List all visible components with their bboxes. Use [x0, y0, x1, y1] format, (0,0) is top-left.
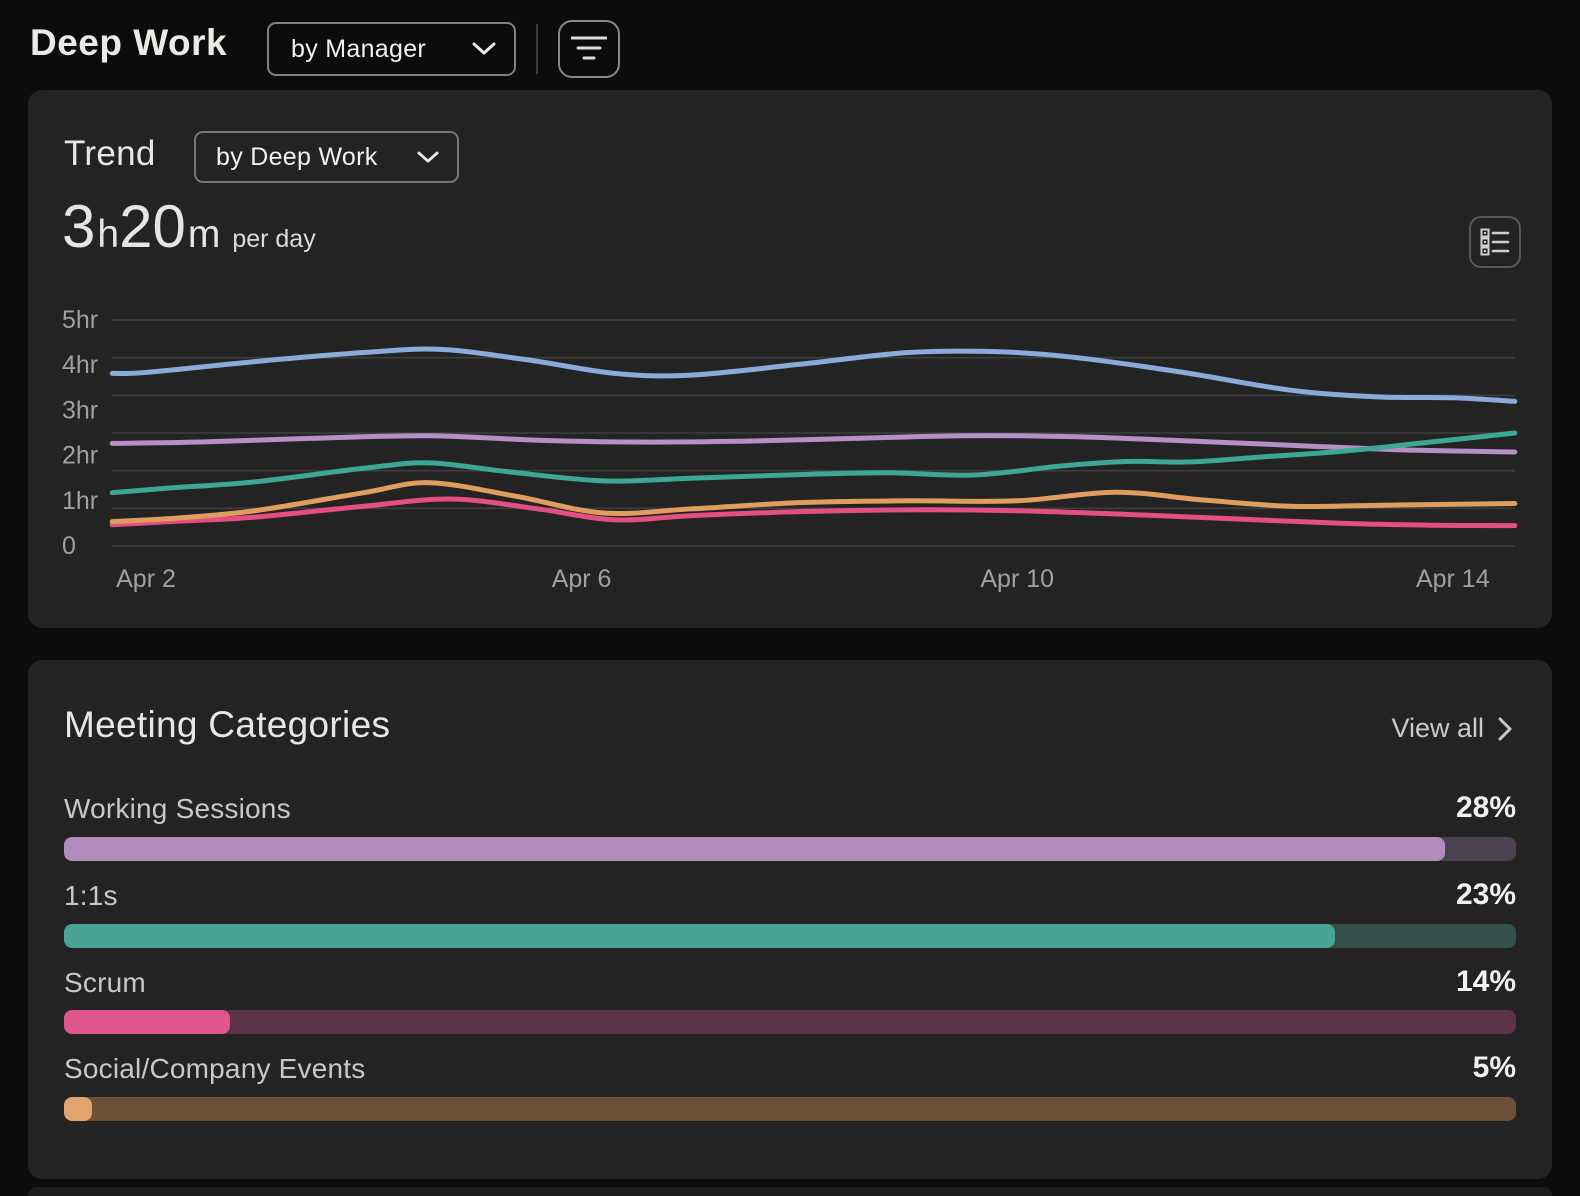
stat-hours: 3: [62, 193, 96, 260]
chevron-down-icon: [472, 42, 496, 55]
trend-breakdown-dropdown-value: by Deep Work: [216, 142, 378, 171]
stat-minutes-unit: m: [187, 213, 221, 256]
view-all-link[interactable]: View all: [1385, 712, 1518, 745]
header-divider: [536, 24, 538, 74]
category-bar-fill: [64, 924, 1335, 948]
group-by-dropdown-value: by Manager: [291, 34, 427, 63]
svg-text:Apr 2: Apr 2: [116, 565, 176, 593]
category-percent: 5%: [1472, 1051, 1516, 1084]
svg-text:Apr 14: Apr 14: [1416, 565, 1490, 593]
svg-text:2hr: 2hr: [62, 442, 98, 470]
category-percent: 28%: [1455, 791, 1516, 824]
pink-line: [109, 496, 1518, 529]
stat-suffix: per day: [232, 225, 316, 253]
filter-button[interactable]: [558, 20, 620, 78]
svg-text:Apr 6: Apr 6: [552, 565, 612, 593]
trend-card: Trend by Deep Work 3 h 20 m per day 5hr 4…: [28, 90, 1552, 628]
chevron-down-icon: [417, 151, 439, 163]
stat-minutes: 20: [119, 193, 186, 260]
list-icon: [1480, 228, 1510, 256]
category-bar-fill: [64, 1010, 230, 1034]
stat-hours-unit: h: [97, 213, 120, 256]
category-percent: 23%: [1455, 878, 1516, 911]
category-bar-fill: [64, 837, 1445, 861]
svg-text:0: 0: [62, 532, 76, 560]
page-title: Deep Work: [30, 22, 228, 63]
orange-line: [109, 480, 1518, 525]
trend-breakdown-dropdown[interactable]: by Deep Work: [194, 131, 459, 183]
svg-text:Apr 10: Apr 10: [980, 565, 1054, 593]
category-bar: [64, 1097, 1516, 1121]
category-label: Working Sessions: [64, 793, 291, 824]
category-label: 1:1s: [64, 880, 118, 911]
category-bar-fill: [64, 1097, 92, 1121]
svg-text:1hr: 1hr: [62, 487, 98, 515]
svg-text:5hr: 5hr: [62, 306, 98, 334]
view-all-label: View all: [1391, 713, 1484, 743]
meeting-categories-card: Meeting Categories View all Working Sess…: [28, 660, 1552, 1179]
teal-line: [109, 430, 1518, 496]
legend-list-button[interactable]: [1469, 216, 1521, 268]
trend-line-chart: 5hr 4hr 3hr 2hr 1hr 0 Apr 2 Apr 6 Apr 10 Apr 14: [62, 306, 1518, 593]
category-bar: [64, 1010, 1516, 1034]
category-label: Scrum: [64, 967, 146, 998]
category-label: Social/Company Events: [64, 1053, 366, 1084]
meeting-categories-title: Meeting Categories: [64, 704, 391, 745]
deep-work-average-stat: 3 h 20 m per day: [62, 192, 316, 261]
filter-lines-icon: [571, 36, 607, 60]
chevron-right-icon: [1498, 717, 1512, 740]
blue-line: [109, 346, 1518, 404]
svg-text:3hr: 3hr: [62, 396, 98, 424]
svg-text:4hr: 4hr: [62, 351, 98, 379]
purple-line: [109, 433, 1518, 455]
trend-card-title: Trend: [64, 134, 156, 173]
category-bar: [64, 924, 1516, 948]
category-bar: [64, 837, 1516, 861]
category-percent: 14%: [1455, 965, 1516, 998]
group-by-dropdown[interactable]: by Manager: [267, 22, 516, 76]
next-card-top-edge: [28, 1187, 1552, 1196]
